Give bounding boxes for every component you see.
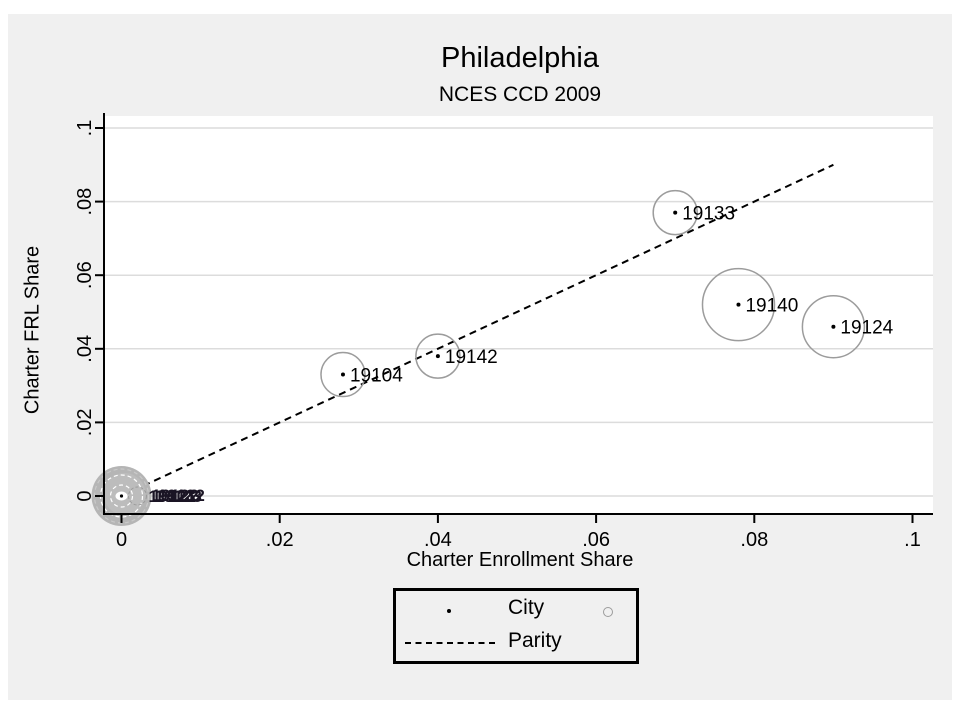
y-axis-title: Charter FRL Share: [21, 245, 44, 415]
point-label-19104: 19104: [350, 366, 403, 387]
y-tick-label: .04: [74, 335, 96, 363]
point-label-19140: 19140: [745, 296, 798, 317]
origin-overlapping-label: 19121: [149, 487, 196, 506]
x-tick-label: .1: [904, 529, 921, 551]
x-tick-label: .04: [424, 529, 452, 551]
x-tick-label: .02: [266, 529, 294, 551]
bubble-19124: [801, 294, 866, 359]
point-dot-19140: [736, 302, 741, 307]
bubble-19140: [701, 267, 776, 342]
legend-box: City Parity: [393, 588, 639, 664]
point-dot-19142: [435, 354, 440, 359]
parity-line: [121, 163, 834, 497]
parity-line-icon: [405, 642, 495, 644]
bubble-19104: [320, 351, 366, 398]
x-axis-title: Charter Enrollment Share: [406, 549, 634, 571]
y-tick-label: .02: [74, 408, 96, 436]
point-dot-19104: [340, 372, 345, 377]
bubble-19142: [415, 333, 461, 379]
chart-subtitle: NCES CCD 2009: [438, 83, 602, 106]
legend-item-parity: Parity: [508, 629, 562, 652]
weight-circle-icon: [603, 607, 613, 617]
origin-overlapping-label: 19122: [152, 486, 199, 505]
origin-small-dashed-circle: [128, 486, 147, 506]
origin-dashed-ring: [109, 484, 134, 508]
y-tick-label: 0: [74, 490, 96, 501]
point-label-19142: 19142: [445, 347, 498, 368]
legend-item-city: City: [508, 596, 545, 619]
origin-overlapping-label: 19123: [155, 487, 202, 506]
point-dot-19133: [673, 210, 678, 215]
y-tick-label: .1: [74, 120, 96, 137]
x-tick-label: .08: [740, 529, 768, 551]
y-tick-label: .08: [74, 188, 96, 216]
y-tick-label: .06: [74, 261, 96, 289]
bubble-19133: [652, 189, 698, 236]
point-dot-19124: [831, 324, 836, 329]
x-tick-label: 0: [116, 529, 127, 551]
x-tick-label: .06: [582, 529, 610, 551]
point-label-19133: 19133: [682, 204, 735, 225]
point-label-19124: 19124: [840, 318, 893, 339]
chart-title: Philadelphia: [440, 42, 599, 74]
origin-center-dot: [119, 494, 124, 498]
origin-overlapping-label: 19132: [158, 486, 205, 505]
city-marker-dot-icon: [447, 609, 451, 613]
plot-region: [105, 116, 933, 513]
